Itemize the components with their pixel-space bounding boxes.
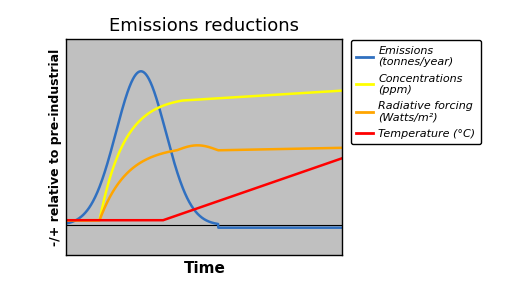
Y-axis label: -/+ relative to pre-industrial: -/+ relative to pre-industrial (49, 48, 62, 246)
Legend: Emissions
(tonnes/year), Concentrations
(ppm), Radiative forcing
(Watts/m²), Tem: Emissions (tonnes/year), Concentrations … (351, 40, 481, 145)
X-axis label: Time: Time (183, 261, 225, 276)
Title: Emissions reductions: Emissions reductions (109, 17, 299, 35)
